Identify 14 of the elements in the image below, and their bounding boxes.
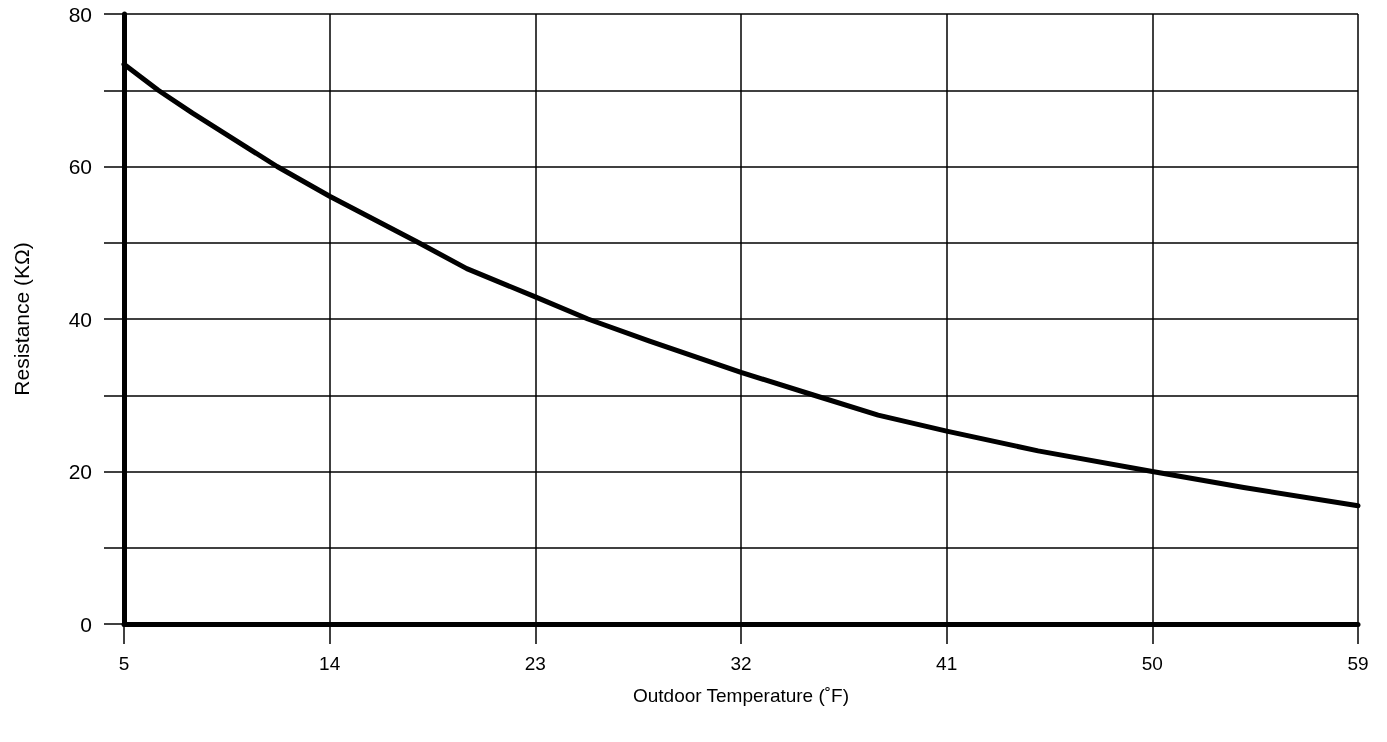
y-tick-label: 60 — [68, 155, 92, 178]
x-axis-title: Outdoor Temperature (˚F) — [632, 685, 850, 706]
x-tick-label: 14 — [319, 653, 341, 674]
x-tick-label: 59 — [1347, 653, 1369, 674]
x-tick-label: 50 — [1141, 653, 1163, 674]
y-tick-label: 40 — [68, 307, 92, 331]
x-tick-label: 23 — [524, 653, 546, 674]
y-tick-label: 80 — [68, 2, 92, 26]
y-axis-title: Resistance (KΩ) — [10, 242, 33, 396]
y-tick-label: 0 — [80, 612, 92, 636]
x-tick-label: 5 — [118, 653, 130, 674]
x-tick-label: 32 — [730, 653, 752, 674]
x-tick-label: 41 — [936, 653, 958, 674]
y-tick-label: 20 — [68, 460, 92, 483]
